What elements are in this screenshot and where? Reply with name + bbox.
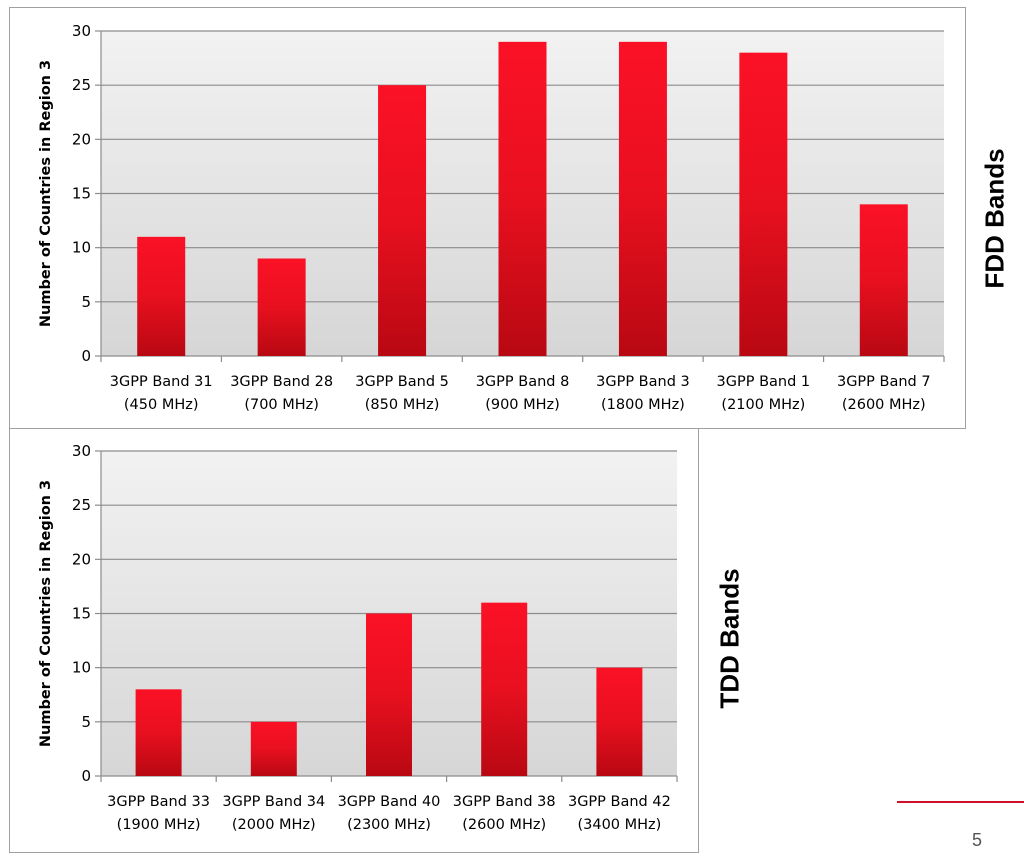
- y-axis-title: Number of Countries in Region 3: [38, 480, 54, 747]
- y-tick-label: 15: [72, 605, 91, 623]
- x-tick-label: (900 MHz): [485, 397, 560, 413]
- bar: [739, 52, 788, 357]
- x-tick-label: (1800 MHz): [601, 397, 685, 413]
- y-tick-label: 25: [72, 76, 91, 94]
- bar: [135, 689, 182, 776]
- x-tick-label: 3GPP Band 38: [453, 794, 556, 810]
- y-tick-label: 5: [81, 293, 91, 311]
- bar: [378, 85, 427, 357]
- bar: [498, 41, 547, 356]
- x-tick-label: 3GPP Band 3: [596, 374, 690, 390]
- x-tick-label: 3GPP Band 28: [230, 374, 333, 390]
- x-tick-label: 3GPP Band 1: [717, 374, 811, 390]
- fdd-bands-label: FDD Bands: [979, 148, 1010, 289]
- tdd-chart-frame: 0 5 10 15 20 25 30 3GPP Band 33 (1900 MHz) 3GPP B…: [9, 428, 699, 853]
- y-tick-label: 20: [72, 130, 91, 148]
- x-tick-label: (2600 MHz): [842, 397, 926, 413]
- x-tick-label: 3GPP Band 42: [568, 794, 671, 810]
- bar: [257, 258, 306, 356]
- x-tick-label: 3GPP Band 34: [222, 794, 325, 810]
- page-number: 5: [972, 830, 983, 850]
- y-tick-label: 20: [72, 550, 91, 568]
- tdd-bar-chart: 0 5 10 15 20 25 30 3GPP Band 33 (1900 MHz) 3GPP B…: [38, 442, 678, 833]
- y-tick-label: 0: [81, 347, 91, 365]
- x-tick-label: (2100 MHz): [721, 397, 805, 413]
- x-tick-label: 3GPP Band 5: [355, 374, 449, 390]
- x-tick-label: 3GPP Band 40: [338, 794, 441, 810]
- x-tick-label: 3GPP Band 31: [110, 374, 213, 390]
- y-tick-label: 10: [72, 239, 91, 257]
- x-tick-label: 3GPP Band 7: [837, 374, 931, 390]
- bar: [250, 721, 297, 776]
- accent-rule: [897, 801, 1024, 803]
- x-tick-label: (700 MHz): [244, 397, 319, 413]
- y-tick-label: 10: [72, 659, 91, 677]
- y-tick-label: 15: [72, 185, 91, 203]
- y-tick-label: 30: [72, 22, 91, 40]
- x-tick-label: (2300 MHz): [347, 817, 431, 833]
- x-tick-label: (2600 MHz): [462, 817, 546, 833]
- x-tick-label: (1900 MHz): [117, 817, 201, 833]
- bar: [618, 41, 667, 356]
- x-tick-label: (3400 MHz): [577, 817, 661, 833]
- y-tick-label: 25: [72, 496, 91, 514]
- y-tick-label: 5: [81, 713, 91, 731]
- bar: [859, 204, 908, 356]
- bar: [596, 667, 643, 776]
- x-tick-label: (2000 MHz): [232, 817, 316, 833]
- y-axis-title: Number of Countries in Region 3: [38, 60, 54, 327]
- x-tick-label: 3GPP Band 33: [107, 794, 210, 810]
- fdd-bar-chart: 0 5 10 15 20 25 30 3GPP Band 31 (450 MHz) 3GPP Ba…: [38, 22, 945, 413]
- x-tick-label: (450 MHz): [124, 397, 199, 413]
- x-tick-label: (850 MHz): [365, 397, 440, 413]
- bar: [137, 236, 186, 356]
- bar: [481, 602, 528, 776]
- tdd-bands-label: TDD Bands: [714, 568, 745, 709]
- y-tick-label: 30: [72, 442, 91, 460]
- y-tick-label: 0: [81, 767, 91, 785]
- bar: [366, 613, 412, 776]
- x-tick-label: 3GPP Band 8: [476, 374, 570, 390]
- fdd-chart-frame: 0 5 10 15 20 25 30 3GPP Band 31 (450 MHz) 3GPP Ba…: [9, 7, 966, 429]
